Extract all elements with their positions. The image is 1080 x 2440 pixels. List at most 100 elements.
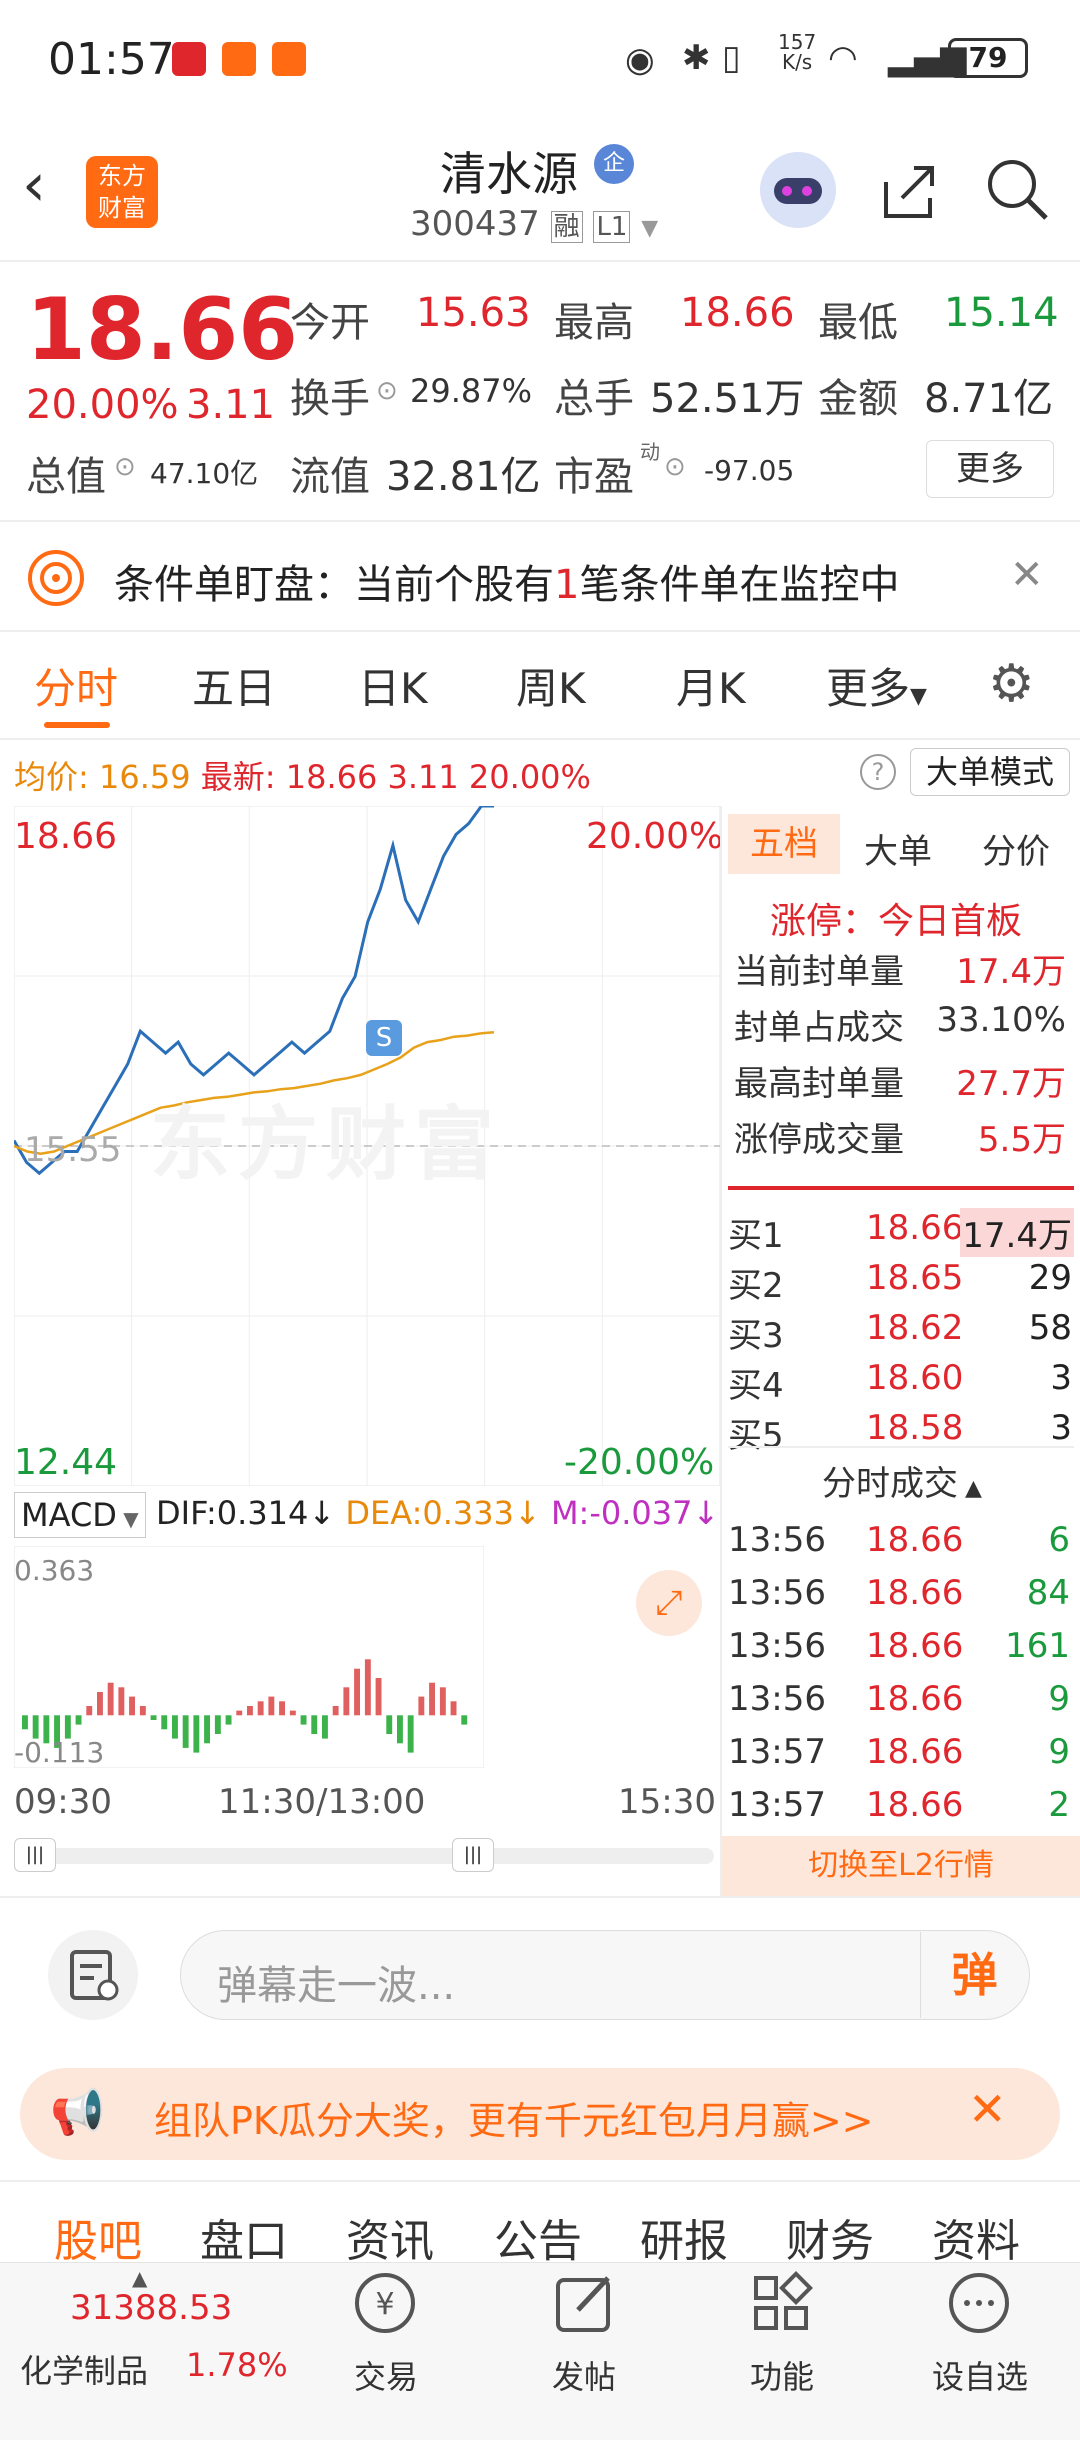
limit-up-value: 17.4万 <box>956 952 1066 992</box>
more-quote-button[interactable]: 更多 <box>926 440 1054 498</box>
trade-time: 13:56 <box>728 1520 826 1560</box>
macd-bar <box>172 1715 178 1739</box>
float-value: 32.81亿 <box>386 454 541 500</box>
macd-bar <box>375 1678 382 1716</box>
float-label: 流值 <box>290 454 370 500</box>
close-icon[interactable]: ✕ <box>1010 552 1044 598</box>
tab-financials[interactable]: 财务 <box>786 2216 874 2267</box>
limit-up-value: 5.5万 <box>977 1120 1066 1160</box>
price-line <box>12 804 494 1176</box>
range-handle-left[interactable]: ||| <box>14 1838 56 1872</box>
signal-marker[interactable]: S <box>366 1020 402 1056</box>
watermark: 东方财富 <box>150 1098 502 1191</box>
macd-bar <box>225 1715 232 1725</box>
macd-y-bottom: -0.113 <box>14 1736 105 1769</box>
info-icon[interactable]: ⊙ <box>376 376 398 406</box>
promo-close-icon[interactable]: ✕ <box>968 2082 1007 2136</box>
macd-bar <box>300 1715 307 1725</box>
amount-value: 8.71亿 <box>924 376 1054 422</box>
comment-input[interactable]: 弹幕走一波... <box>180 1930 1030 2020</box>
macd-bar <box>354 1668 360 1716</box>
switch-l2-button[interactable]: 切换至L2行情 <box>722 1836 1080 1896</box>
trade-icon[interactable]: ¥ <box>350 2268 420 2338</box>
bid-price[interactable]: 18.58 <box>866 1408 964 1448</box>
tab-daily-k[interactable]: 日K <box>358 664 428 713</box>
limit-up-label: 最高封单量 <box>734 1064 904 1104</box>
tab-big-orders[interactable]: 大单 <box>864 832 932 872</box>
chart-y-bottom: 12.44 <box>14 1442 118 1483</box>
bid-price[interactable]: 18.66 <box>866 1208 964 1248</box>
info-icon[interactable]: ⊙ <box>114 452 136 482</box>
help-icon[interactable]: ? <box>860 754 896 790</box>
macd-bar <box>139 1706 146 1716</box>
limit-up-label: 封单占成交 <box>734 1008 904 1048</box>
more-dots-icon[interactable] <box>944 2268 1014 2338</box>
macd-bar <box>461 1715 468 1725</box>
tab-orderbook[interactable]: 盘口 <box>200 2216 288 2267</box>
divider <box>0 1896 1080 1898</box>
tab-price-distribution[interactable]: 分价 <box>982 832 1050 872</box>
trades-title[interactable]: 分时成交 ▲ <box>822 1464 982 1504</box>
macd-selector[interactable]: MACD ▼ <box>14 1492 146 1538</box>
macd-chart-svg <box>13 1545 485 1769</box>
macd-values: DIF:0.314↓ DEA:0.333↓ M:-0.037↓ <box>156 1494 720 1532</box>
bid-label: 买5 <box>728 1416 784 1456</box>
macd-chart[interactable] <box>13 1545 485 1769</box>
nav-post-label[interactable]: 发帖 <box>551 2358 616 2396</box>
tab-five-levels[interactable]: 五档 <box>728 814 840 874</box>
range-handle-right[interactable]: ||| <box>452 1838 494 1872</box>
intraday-chart[interactable] <box>12 804 721 1487</box>
trade-price: 18.66 <box>866 1785 964 1825</box>
post-list-icon[interactable] <box>48 1930 138 2020</box>
tab-intraday[interactable]: 分时 <box>34 664 119 713</box>
settings-gear-icon[interactable]: ⚙ <box>988 654 1035 714</box>
tab-monthly-k[interactable]: 月K <box>676 664 746 713</box>
divider <box>720 806 722 1896</box>
chart-range-scrollbar[interactable] <box>14 1848 714 1864</box>
condition-order-notice[interactable]: 条件单盯盘：当前个股有1笔条件单在监控中 <box>114 562 900 608</box>
big-order-mode-button[interactable]: 大单模式 <box>910 748 1070 796</box>
nav-watchlist-label[interactable]: 设自选 <box>931 2358 1028 2396</box>
macd-bar <box>214 1715 221 1734</box>
tab-five-day[interactable]: 五日 <box>192 664 277 713</box>
bid-price[interactable]: 18.62 <box>866 1308 964 1348</box>
expand-icon[interactable]: ⤢ <box>636 1570 702 1636</box>
pe-dynamic-tag: 动 <box>640 440 660 464</box>
assistant-avatar-icon[interactable] <box>760 152 836 228</box>
chart-y-bottom-pct: -20.00% <box>564 1442 715 1483</box>
promo-banner[interactable]: 📢 组队PK瓜分大奖，更有千元红包月月赢>> ✕ <box>20 2068 1060 2160</box>
danmu-button[interactable]: 弹 <box>920 1932 1028 2018</box>
bid-price[interactable]: 18.65 <box>866 1258 964 1298</box>
macd-bar <box>150 1715 157 1720</box>
functions-grid-icon[interactable] <box>746 2268 816 2338</box>
bid-price[interactable]: 18.60 <box>866 1358 964 1398</box>
macd-y-top: 0.363 <box>14 1554 95 1587</box>
chart-y-mid: 15.55 <box>24 1130 122 1170</box>
index-value[interactable]: 31388.53 <box>70 2288 233 2328</box>
edit-post-icon[interactable] <box>550 2268 620 2338</box>
tab-news[interactable]: 资讯 <box>346 2216 434 2267</box>
tab-announcements[interactable]: 公告 <box>494 2216 582 2267</box>
macd-bar <box>279 1701 285 1716</box>
sector-name[interactable]: 化学制品 <box>20 2352 149 2390</box>
macd-bar <box>22 1715 28 1730</box>
tab-more[interactable]: 更多▼ <box>826 664 927 713</box>
tab-profile[interactable]: 资料 <box>932 2216 1020 2267</box>
tab-forum[interactable]: 股吧 <box>54 2216 142 2267</box>
back-button[interactable]: ‹ <box>22 150 46 220</box>
margin-tag: 融 <box>550 211 583 243</box>
nav-functions-label[interactable]: 功能 <box>749 2358 814 2396</box>
low-label: 最低 <box>818 300 898 346</box>
tab-research[interactable]: 研报 <box>640 2216 728 2267</box>
macd-bar <box>204 1715 210 1744</box>
nav-trade-label[interactable]: 交易 <box>353 2358 418 2396</box>
tab-weekly-k[interactable]: 周K <box>516 664 586 713</box>
x-label-end: 15:30 <box>618 1782 716 1822</box>
expand-up-icon[interactable]: ▲ <box>132 2266 148 2290</box>
info-icon[interactable]: ⊙ <box>664 452 686 482</box>
macd-bar <box>332 1706 339 1716</box>
search-icon[interactable] <box>984 156 1050 222</box>
bid-label: 买4 <box>728 1366 784 1406</box>
stock-code-row[interactable]: 300437 融 L1 ▼ <box>410 204 658 244</box>
share-icon[interactable] <box>876 158 940 222</box>
